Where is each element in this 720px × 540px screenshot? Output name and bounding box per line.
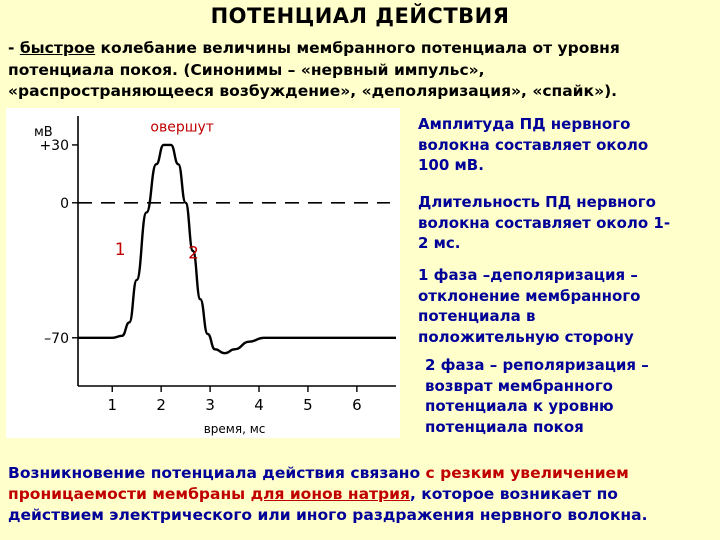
intro-keyword: быстрое	[19, 39, 96, 57]
x-tick-label-5: 6	[352, 396, 362, 414]
x-tick-label-4: 5	[303, 396, 313, 414]
intro-line-1: - быстрое колебание величины мембранного…	[8, 38, 713, 60]
intro-definition: - быстрое колебание величины мембранного…	[8, 38, 713, 103]
amplitude-line-1: Амплитуда ПД нервного	[418, 115, 631, 133]
phase1-line-1: 1 фаза –деполяризация –	[418, 266, 638, 284]
duration-line-2: волокна составляет около 1-	[418, 213, 671, 232]
phase-1-label: 1	[115, 240, 126, 260]
phase2-line-2: возврат мембранного	[425, 376, 613, 395]
intro-line-3: «распространяющееся возбуждение», «депол…	[8, 82, 618, 100]
phase1-line-2: отклонение мембранного	[418, 286, 641, 305]
y-tick-label-2: –70	[44, 331, 69, 347]
duration-line-3: 2 мс.	[418, 234, 461, 252]
amplitude-note: Амплитуда ПД нервного волокна составляет…	[418, 114, 648, 176]
x-tick-label-3: 4	[254, 396, 264, 414]
x-tick-label-0: 1	[107, 396, 117, 414]
y-tick-label-0: +30	[39, 138, 69, 154]
amplitude-line-2: волокна составляет около	[418, 135, 649, 154]
chart-svg: мВ+30 0 –70 1 2 3 4 5 6 время, мс овершут 1 2	[34, 116, 396, 436]
footer-line-2-post: , которое возникает по	[409, 485, 618, 503]
intro-line-1-rest: колебание величины мембранного потенциал…	[95, 39, 620, 57]
phase2-line-3: потенциала к уровню	[425, 397, 614, 415]
overshoot-label: овершут	[150, 119, 214, 135]
y-axis-label: мВ	[34, 125, 53, 140]
action-potential-curve	[78, 143, 396, 355]
x-axis-label: время, мс	[204, 422, 266, 436]
footer-line-1: Возникновение потенциала действия связан…	[8, 463, 713, 484]
intro-line-2: потенциала покоя. (Синонимы – «нервный и…	[8, 60, 485, 79]
phase1-line-4: положительную сторону	[418, 327, 634, 346]
amplitude-line-3: 100 мВ.	[418, 156, 484, 174]
footer-line-3: действием электрического или иного раздр…	[8, 506, 648, 524]
footer-conclusion: Возникновение потенциала действия связан…	[8, 463, 713, 526]
x-tick-label-1: 2	[156, 396, 166, 414]
action-potential-chart: мВ +30 0 –70 1 2 3 4 5 6 время, мс овершут 1 2	[6, 108, 400, 438]
footer-highlight: с резким увеличением	[425, 464, 629, 482]
footer-sodium-ions: для ионов натрия	[250, 485, 410, 503]
x-tick-label-2: 3	[205, 396, 215, 414]
phase1-line-3: потенциала в	[418, 307, 536, 325]
y-tick-label-1: 0	[60, 196, 69, 212]
intro-dash: -	[8, 39, 20, 57]
duration-note: Длительность ПД нервного волокна составл…	[418, 192, 670, 254]
phase2-line-1: 2 фаза – реполяризация –	[425, 356, 649, 374]
page-title: ПОТЕНЦИАЛ ДЕЙСТВИЯ	[210, 4, 510, 28]
phase-2-label: 2	[188, 244, 199, 264]
duration-line-1: Длительность ПД нервного	[418, 193, 656, 211]
footer-part-1: Возникновение потенциала действия связан…	[8, 464, 426, 482]
footer-line-2-pre: проницаемости мембраны	[8, 485, 251, 503]
footer-line-2: проницаемости мембраны для ионов натрия,…	[8, 484, 713, 505]
phase2-line-4: потенциала покоя	[425, 417, 584, 436]
phase1-note: 1 фаза –деполяризация – отклонение мембр…	[418, 265, 640, 347]
phase2-note: 2 фаза – реполяризация – возврат мембран…	[425, 355, 649, 437]
